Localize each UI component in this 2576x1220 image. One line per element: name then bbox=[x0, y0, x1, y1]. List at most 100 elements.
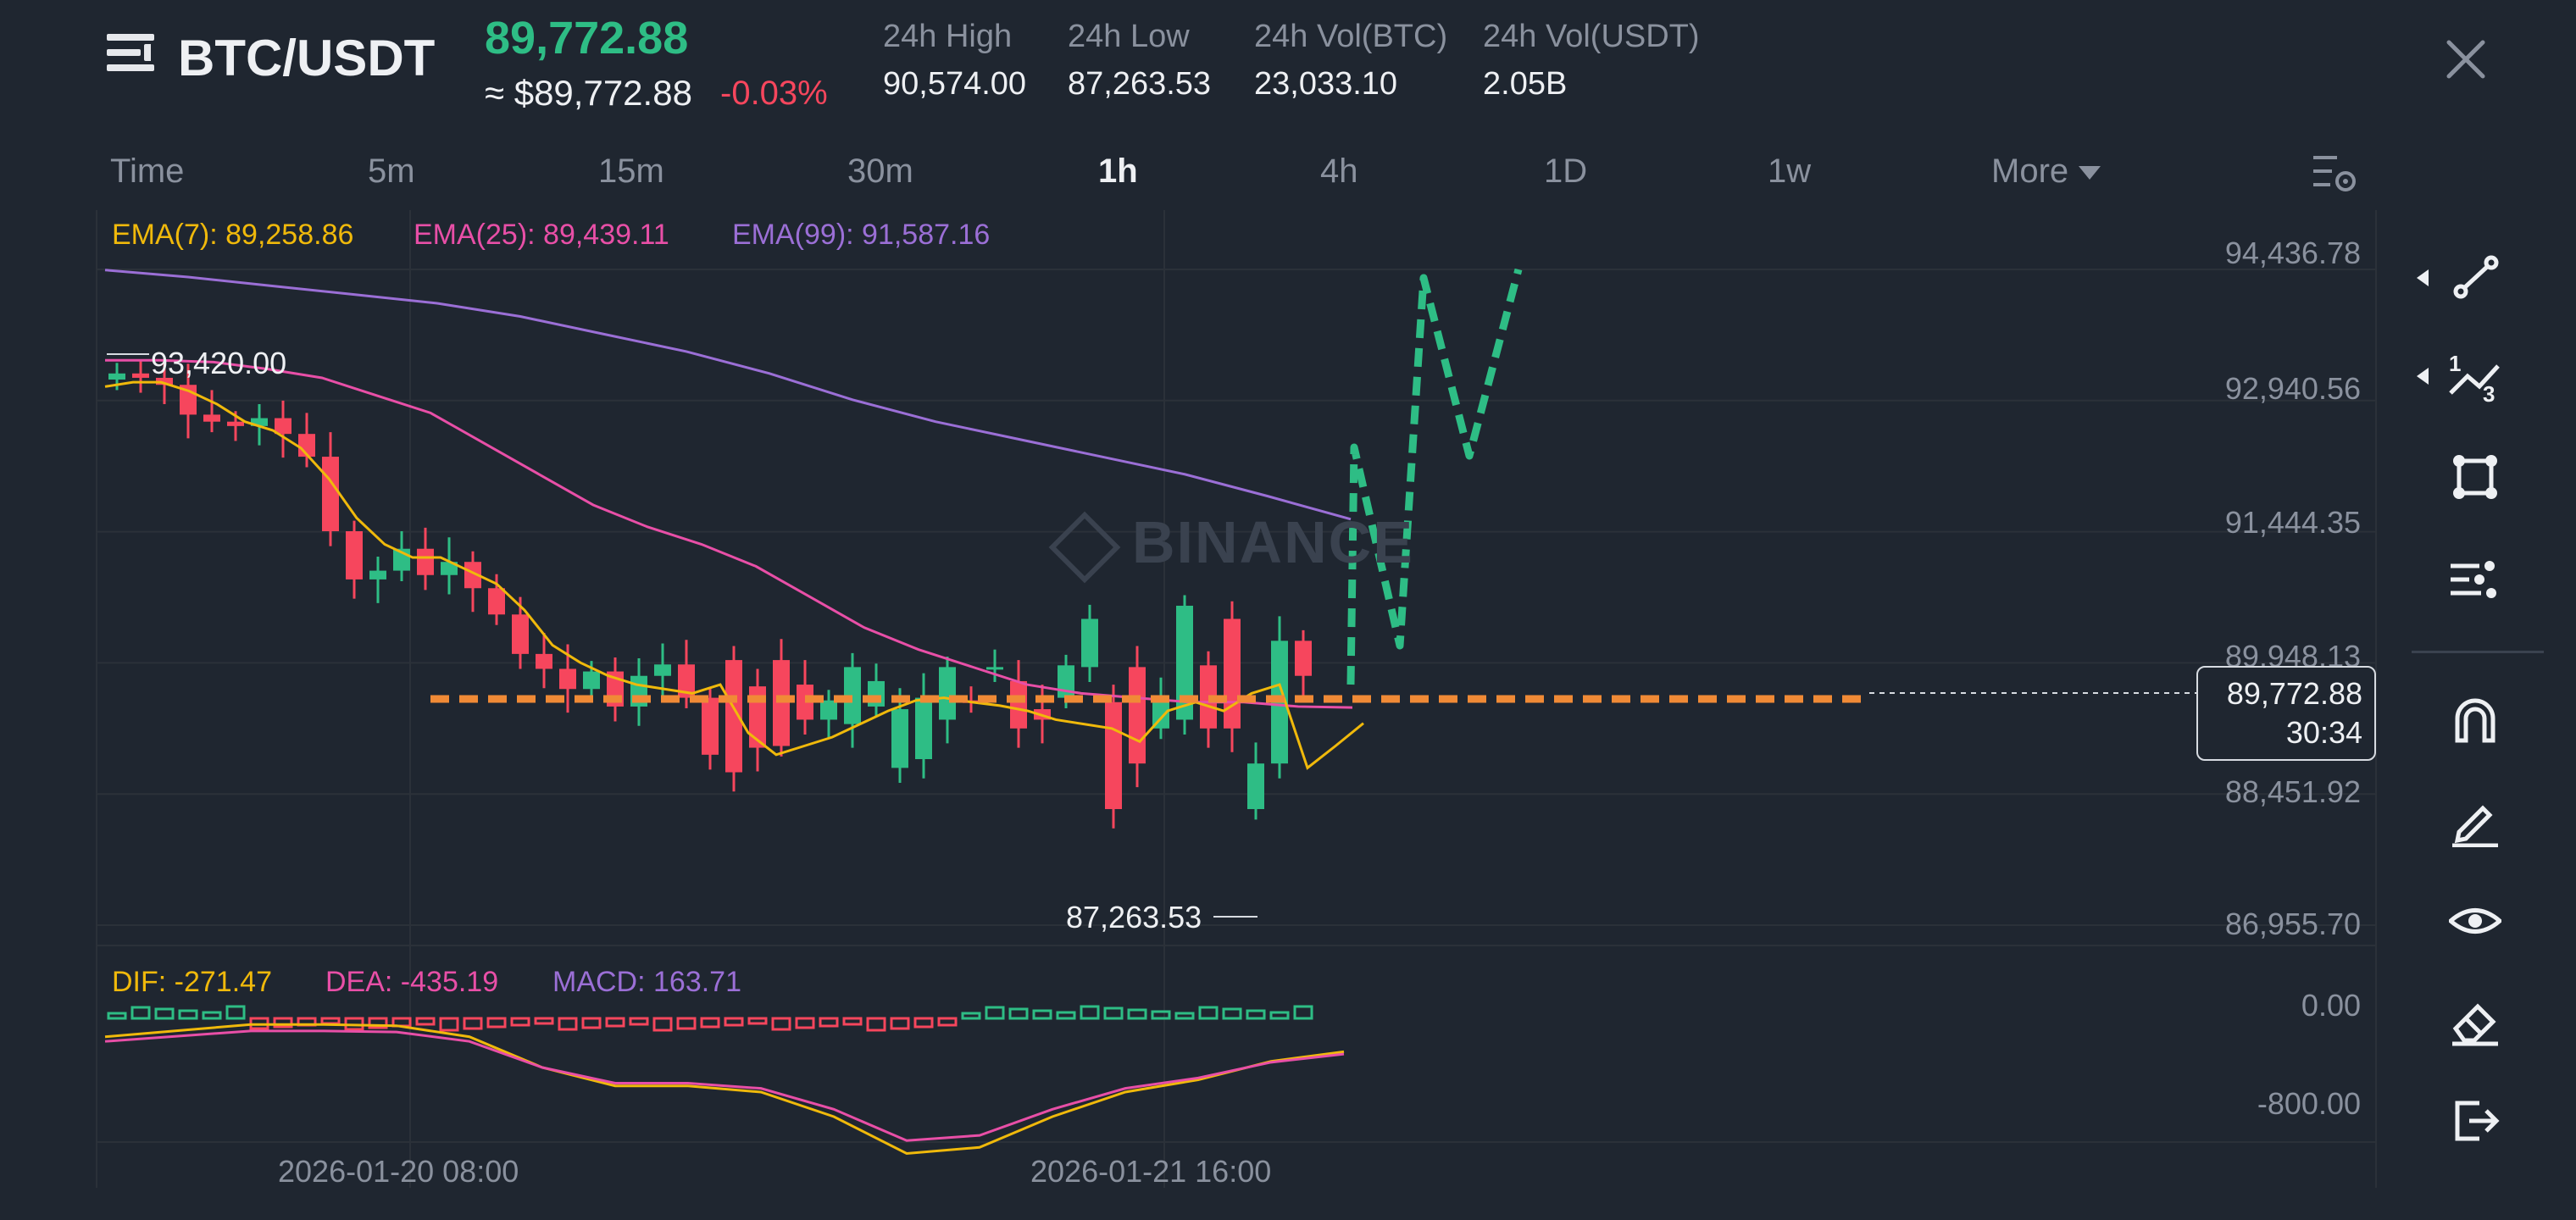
candle-body bbox=[678, 664, 695, 698]
visibility-tool[interactable] bbox=[2447, 895, 2503, 947]
candle-body bbox=[275, 418, 291, 435]
price-axis-label: 94,436.78 bbox=[2224, 236, 2361, 270]
candle-body bbox=[891, 709, 908, 768]
tab-more-label: More bbox=[1991, 152, 2069, 190]
dif-legend: DIF: -271.47 bbox=[112, 966, 272, 998]
ema99-line bbox=[104, 269, 1352, 521]
stat-vol-btc-label: 24h Vol(BTC) bbox=[1254, 19, 1448, 54]
macd-bar bbox=[486, 1017, 507, 1029]
candle-body bbox=[1129, 667, 1146, 764]
candle-body bbox=[464, 562, 481, 589]
eraser-tool[interactable] bbox=[2449, 995, 2501, 1047]
tab-time[interactable]: Time bbox=[110, 152, 185, 190]
parallel-channel-icon bbox=[2451, 561, 2496, 598]
trend-line-icon bbox=[2427, 255, 2499, 299]
tab-5m[interactable]: 5m bbox=[368, 152, 415, 190]
stat-vol-usdt-label: 24h Vol(USDT) bbox=[1483, 19, 1700, 54]
tab-30m[interactable]: 30m bbox=[847, 152, 913, 190]
candle-body bbox=[108, 373, 125, 380]
stat-high-label: 24h High bbox=[883, 19, 1013, 54]
chevron-down-icon bbox=[2079, 166, 2101, 180]
watermark-logo-icon bbox=[1048, 511, 1121, 583]
macd-legend: MACD: 163.71 bbox=[552, 966, 741, 998]
candlestick-chart[interactable] bbox=[0, 0, 2407, 1203]
tool-group-arrow-icon[interactable] bbox=[2417, 368, 2429, 385]
candle-countdown: 30:34 bbox=[2285, 715, 2362, 750]
macd-bar bbox=[439, 1017, 459, 1032]
tab-1d[interactable]: 1D bbox=[1544, 152, 1588, 190]
trading-pair[interactable]: BTC/USDT bbox=[178, 30, 436, 86]
candle-body bbox=[322, 457, 339, 532]
brush-tool[interactable] bbox=[2449, 795, 2501, 848]
projection-drawing bbox=[1346, 268, 1523, 685]
macd-bar bbox=[700, 1017, 720, 1029]
close-icon[interactable] bbox=[2440, 34, 2491, 85]
macd-bar bbox=[1056, 1011, 1076, 1020]
macd-bar bbox=[1127, 1008, 1147, 1020]
macd-bar bbox=[130, 1006, 151, 1020]
candle-body bbox=[986, 667, 1003, 670]
macd-bar bbox=[1293, 1005, 1313, 1020]
candle-body bbox=[820, 700, 837, 720]
candle-body bbox=[346, 531, 363, 580]
candle-body bbox=[725, 660, 742, 773]
ema25-legend: EMA(25): 89,439.11 bbox=[414, 219, 669, 251]
price-axis-label: 86,955.70 bbox=[2224, 907, 2361, 941]
candle-body bbox=[773, 660, 790, 746]
tab-more[interactable]: More bbox=[1991, 152, 2101, 191]
macd-bar bbox=[747, 1017, 768, 1025]
exit-icon bbox=[2455, 1101, 2500, 1141]
candle-body bbox=[1081, 618, 1098, 668]
menu-icon[interactable] bbox=[107, 34, 158, 81]
ema7-line bbox=[104, 380, 1364, 770]
current-price-tag: 89,772.88 30:34 bbox=[2196, 666, 2376, 761]
candle-body bbox=[132, 373, 149, 378]
candle-body bbox=[227, 421, 244, 426]
macd-bar bbox=[1151, 1010, 1171, 1020]
exit-drawing-tool[interactable] bbox=[2449, 1095, 2501, 1147]
macd-bar bbox=[795, 1017, 815, 1029]
toolbar-divider bbox=[2412, 651, 2544, 653]
eye-icon bbox=[2447, 908, 2503, 934]
magnet-tool[interactable] bbox=[2449, 693, 2501, 746]
tab-1h[interactable]: 1h bbox=[1098, 152, 1138, 190]
date-axis-label: 2026-01-20 08:00 bbox=[278, 1154, 519, 1189]
chart-settings-icon[interactable] bbox=[2312, 152, 2359, 195]
trend-line-tool[interactable] bbox=[2427, 252, 2501, 305]
last-price: 89,772.88 bbox=[485, 13, 689, 64]
macd-bar bbox=[1032, 1009, 1052, 1020]
dif-line bbox=[104, 1023, 1345, 1156]
tab-15m[interactable]: 15m bbox=[598, 152, 664, 190]
candle-body bbox=[702, 697, 719, 755]
macd-bar bbox=[1198, 1006, 1219, 1020]
fibonacci-icon: 13 bbox=[2449, 351, 2500, 407]
price-change: -0.03% bbox=[720, 75, 828, 112]
tab-1w[interactable]: 1w bbox=[1768, 152, 1812, 190]
macd-lines bbox=[104, 1023, 1345, 1156]
candle-body bbox=[1010, 680, 1027, 729]
dea-line bbox=[104, 1029, 1345, 1142]
high-marker-label: 93,420.00 bbox=[151, 346, 287, 380]
candle-body bbox=[654, 664, 671, 676]
brush-icon bbox=[2452, 805, 2498, 848]
macd-bar bbox=[961, 1012, 981, 1020]
ema7-legend: EMA(7): 89,258.86 bbox=[112, 219, 354, 251]
candle-body bbox=[583, 671, 600, 690]
eraser-icon bbox=[2452, 1003, 2498, 1046]
price-axis-label: 91,444.35 bbox=[2224, 505, 2361, 540]
rectangle-tool[interactable] bbox=[2449, 451, 2501, 503]
tab-4h[interactable]: 4h bbox=[1320, 152, 1358, 190]
parallel-channel-tool[interactable] bbox=[2449, 552, 2501, 605]
candles bbox=[108, 359, 1312, 829]
macd-bar bbox=[1269, 1011, 1290, 1020]
candle-body bbox=[203, 414, 220, 422]
macd-bar bbox=[1174, 1012, 1195, 1020]
macd-bar bbox=[652, 1017, 673, 1032]
macd-axis-label: 0.00 bbox=[2301, 988, 2361, 1023]
tool-group-arrow-icon[interactable] bbox=[2417, 269, 2429, 286]
macd-bar bbox=[1222, 1007, 1242, 1020]
watermark: BINANCE bbox=[1048, 508, 1414, 583]
candle-body bbox=[915, 697, 932, 760]
ema-lines bbox=[104, 269, 1364, 770]
